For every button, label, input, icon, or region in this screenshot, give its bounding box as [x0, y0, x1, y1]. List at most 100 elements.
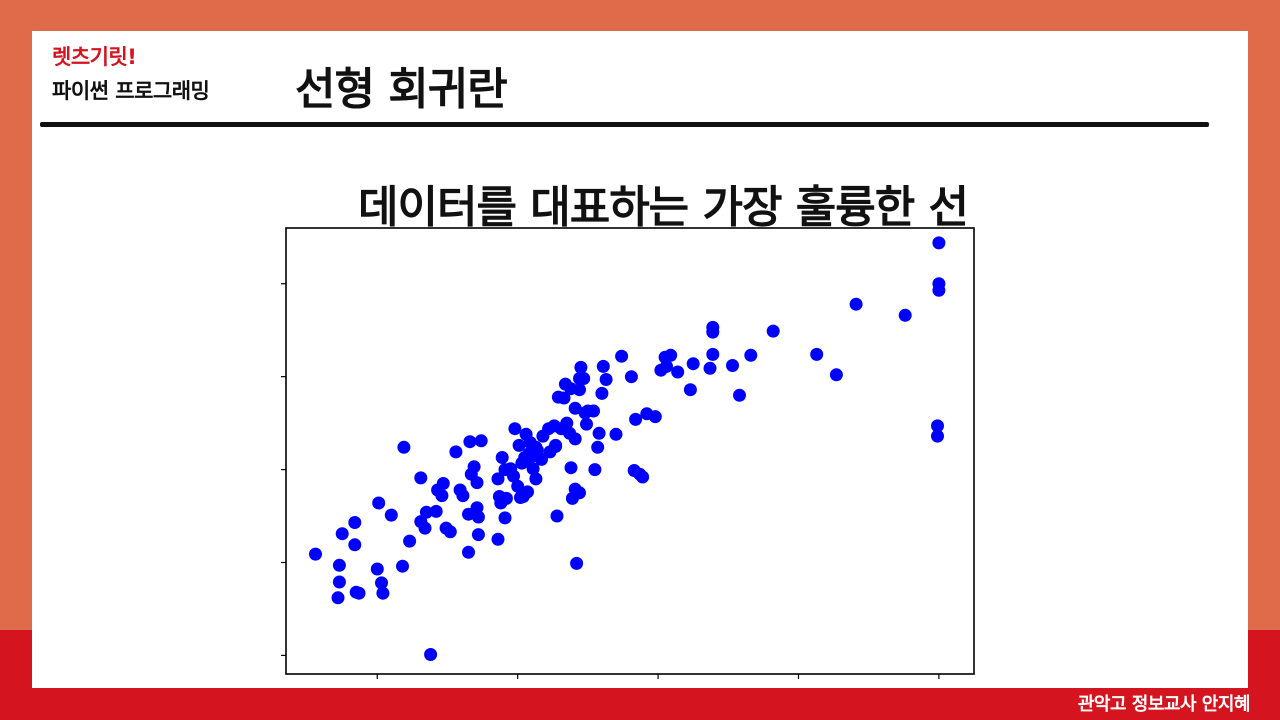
data-point — [549, 438, 563, 452]
data-point — [424, 648, 438, 661]
data-point — [443, 525, 457, 539]
data-point — [706, 347, 720, 361]
slide-title: 선형 회귀란 — [295, 64, 508, 115]
data-point — [471, 528, 485, 542]
data-point — [508, 422, 522, 436]
data-point — [573, 486, 586, 500]
plot-area-frame — [285, 227, 975, 675]
data-point — [462, 545, 475, 559]
data-point — [463, 435, 477, 449]
data-point — [609, 427, 623, 441]
data-point — [573, 383, 586, 397]
data-point — [491, 532, 505, 546]
data-point — [932, 283, 946, 297]
data-point — [376, 586, 390, 600]
data-point — [491, 472, 505, 486]
data-point — [568, 401, 582, 415]
data-point — [636, 470, 650, 484]
x-axis-ticks — [376, 674, 940, 679]
data-point — [535, 452, 548, 466]
data-point — [595, 386, 609, 400]
data-point — [577, 372, 591, 385]
data-point — [331, 591, 345, 605]
data-point — [435, 489, 449, 503]
data-point — [498, 511, 512, 525]
brand-course-name: 파이썬 프로그래밍 — [52, 79, 210, 103]
data-point — [419, 505, 433, 519]
data-point — [529, 472, 543, 486]
data-point — [436, 477, 450, 490]
data-point — [629, 412, 643, 426]
data-point — [574, 360, 588, 374]
data-point — [414, 471, 428, 485]
data-point — [615, 349, 629, 363]
data-point — [352, 586, 366, 600]
data-point — [733, 388, 746, 402]
data-point — [570, 556, 584, 570]
data-point — [624, 370, 638, 384]
data-point — [671, 365, 685, 379]
data-point — [332, 575, 346, 589]
data-point — [521, 485, 534, 499]
data-point — [332, 558, 346, 572]
data-point — [683, 383, 697, 397]
data-point — [744, 348, 758, 362]
header-divider — [40, 122, 1209, 127]
data-point — [348, 538, 362, 552]
data-point — [588, 463, 602, 477]
scatter-points — [309, 236, 946, 661]
data-point — [471, 510, 485, 524]
footer-credit: 관악고 정보교사 안지혜 — [1077, 694, 1251, 715]
brand-slogan: 렛츠기릿! — [52, 45, 137, 69]
data-point — [348, 516, 362, 529]
data-point — [591, 440, 605, 454]
data-point — [397, 440, 411, 454]
data-point — [726, 359, 739, 372]
data-point — [512, 438, 526, 452]
data-point — [449, 445, 463, 459]
data-point — [660, 359, 673, 373]
data-point — [456, 489, 470, 503]
data-point — [932, 236, 946, 250]
data-point — [495, 451, 509, 464]
data-point — [375, 576, 388, 590]
data-point — [429, 504, 443, 518]
data-point — [703, 361, 717, 375]
data-point — [384, 508, 398, 522]
data-point — [592, 426, 606, 440]
data-point — [931, 419, 944, 433]
data-point — [580, 417, 593, 431]
data-point — [335, 527, 349, 541]
data-point — [564, 461, 578, 475]
data-point — [418, 521, 432, 535]
data-point — [664, 348, 678, 362]
data-point — [810, 347, 824, 361]
data-point — [686, 357, 700, 371]
data-point — [568, 432, 582, 446]
data-point — [931, 429, 944, 443]
data-point — [474, 434, 488, 448]
data-point — [372, 496, 386, 510]
data-point — [648, 410, 662, 424]
data-point — [467, 460, 481, 474]
data-point — [550, 509, 564, 523]
data-point — [526, 462, 540, 476]
data-point — [849, 297, 863, 311]
data-point — [706, 325, 720, 339]
data-point — [766, 324, 780, 338]
data-point — [829, 368, 843, 382]
data-point — [557, 391, 571, 405]
data-point — [599, 373, 613, 386]
data-point — [370, 562, 384, 576]
data-point — [403, 534, 417, 548]
data-point — [309, 547, 322, 561]
data-point — [470, 476, 484, 490]
data-point — [511, 479, 525, 493]
data-point — [560, 416, 574, 430]
data-point — [507, 469, 520, 483]
data-point — [499, 491, 513, 505]
data-point — [396, 559, 409, 573]
y-axis-ticks — [281, 283, 286, 657]
data-point — [898, 308, 912, 322]
